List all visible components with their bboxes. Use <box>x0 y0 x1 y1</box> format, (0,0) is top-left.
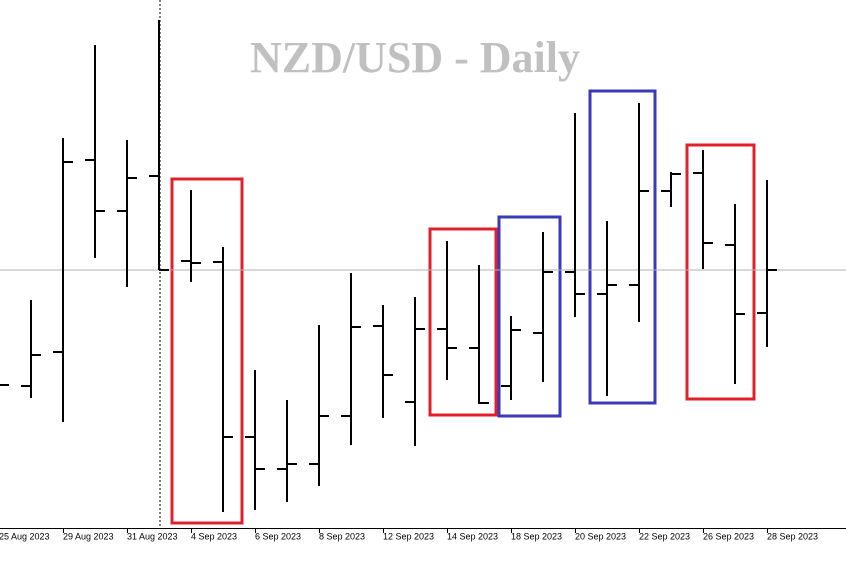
x-tick-label: 14 Sep 2023 <box>447 531 498 541</box>
x-tick-label: 12 Sep 2023 <box>383 531 434 541</box>
x-tick-label: 31 Aug 2023 <box>127 531 178 541</box>
x-tick-label: 20 Sep 2023 <box>575 531 626 541</box>
x-tick-label: 18 Sep 2023 <box>511 531 562 541</box>
x-tick-label: 29 Aug 2023 <box>63 531 114 541</box>
x-tick-label: 8 Sep 2023 <box>319 531 365 541</box>
x-tick-label: 22 Sep 2023 <box>639 531 690 541</box>
highlight-box <box>170 177 244 525</box>
x-tick-label: 4 Sep 2023 <box>191 531 237 541</box>
x-tick-label: 28 Sep 2023 <box>767 531 818 541</box>
highlight-box <box>428 227 498 417</box>
x-tick-label: 26 Sep 2023 <box>703 531 754 541</box>
highlight-box <box>588 89 657 405</box>
highlight-box <box>685 143 756 401</box>
chart-title: NZD/USD - Daily <box>250 33 580 82</box>
highlight-box <box>497 215 562 418</box>
x-tick-label: 6 Sep 2023 <box>255 531 301 541</box>
x-tick-label: 25 Aug 2023 <box>0 531 50 541</box>
